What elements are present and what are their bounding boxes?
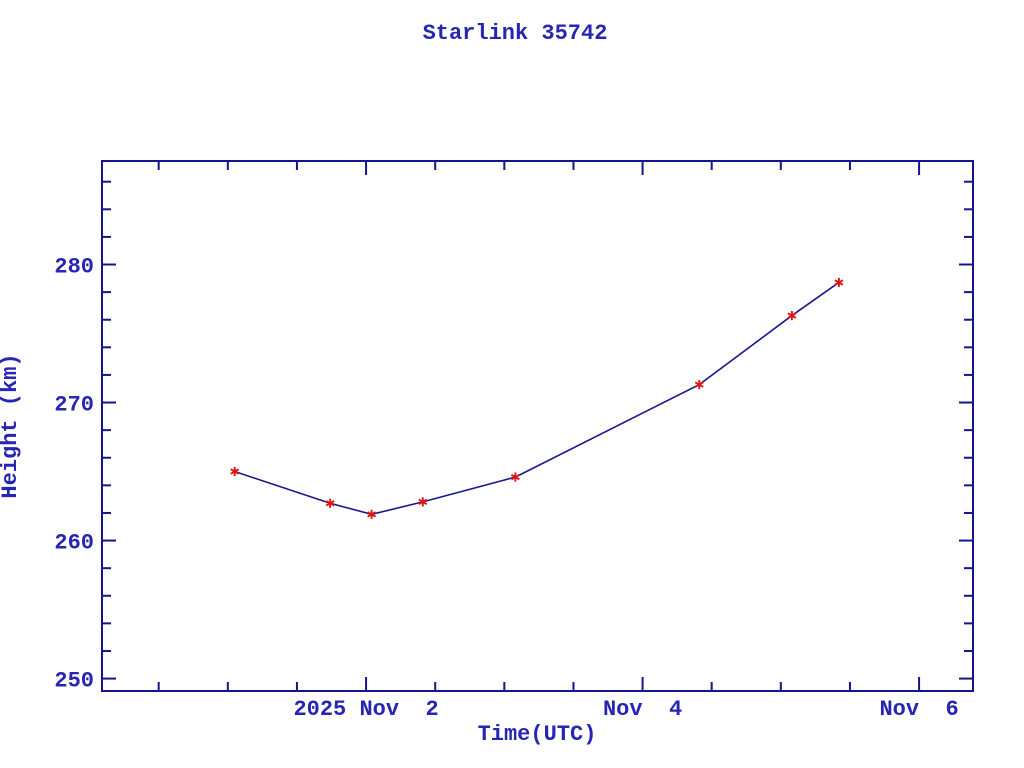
tick-labels: 2025 Nov 2 Nov 4 Nov 6 250 260 270 280 [54,255,958,722]
marker-stroke [418,498,428,506]
data-point-marker [230,466,240,477]
y-tick-label: 250 [54,669,94,694]
y-tick-label: 280 [54,255,94,280]
data-point-marker [325,498,335,508]
data-point-marker [418,497,428,507]
x-axis-label: Time(UTC) [478,722,597,747]
marker-stroke [367,511,377,518]
marker-stroke [694,381,704,388]
x-tick-label: 2025 Nov 2 [293,697,438,722]
data-point-marker [510,472,520,482]
marker-stroke [834,279,844,286]
data-series [230,277,844,519]
y-axis-label: Height (km) [0,353,23,498]
marker-stroke [230,468,240,475]
marker-stroke [510,473,520,481]
y-tick-label: 270 [54,393,94,418]
plot-border [101,160,974,692]
data-point-marker [787,310,797,321]
x-tick-label: Nov 4 [603,697,682,722]
marker-stroke [325,500,335,507]
plot-frame [101,160,974,692]
data-point-marker [694,379,704,390]
chart-title: Starlink 35742 [423,21,608,46]
x-tick-label: Nov 6 [879,697,958,722]
marker-stroke [787,312,797,319]
data-point-marker [834,277,844,288]
y-tick-label: 260 [54,531,94,556]
height-line [234,281,840,516]
axis-ticks [102,161,973,691]
data-point-marker [367,509,377,519]
